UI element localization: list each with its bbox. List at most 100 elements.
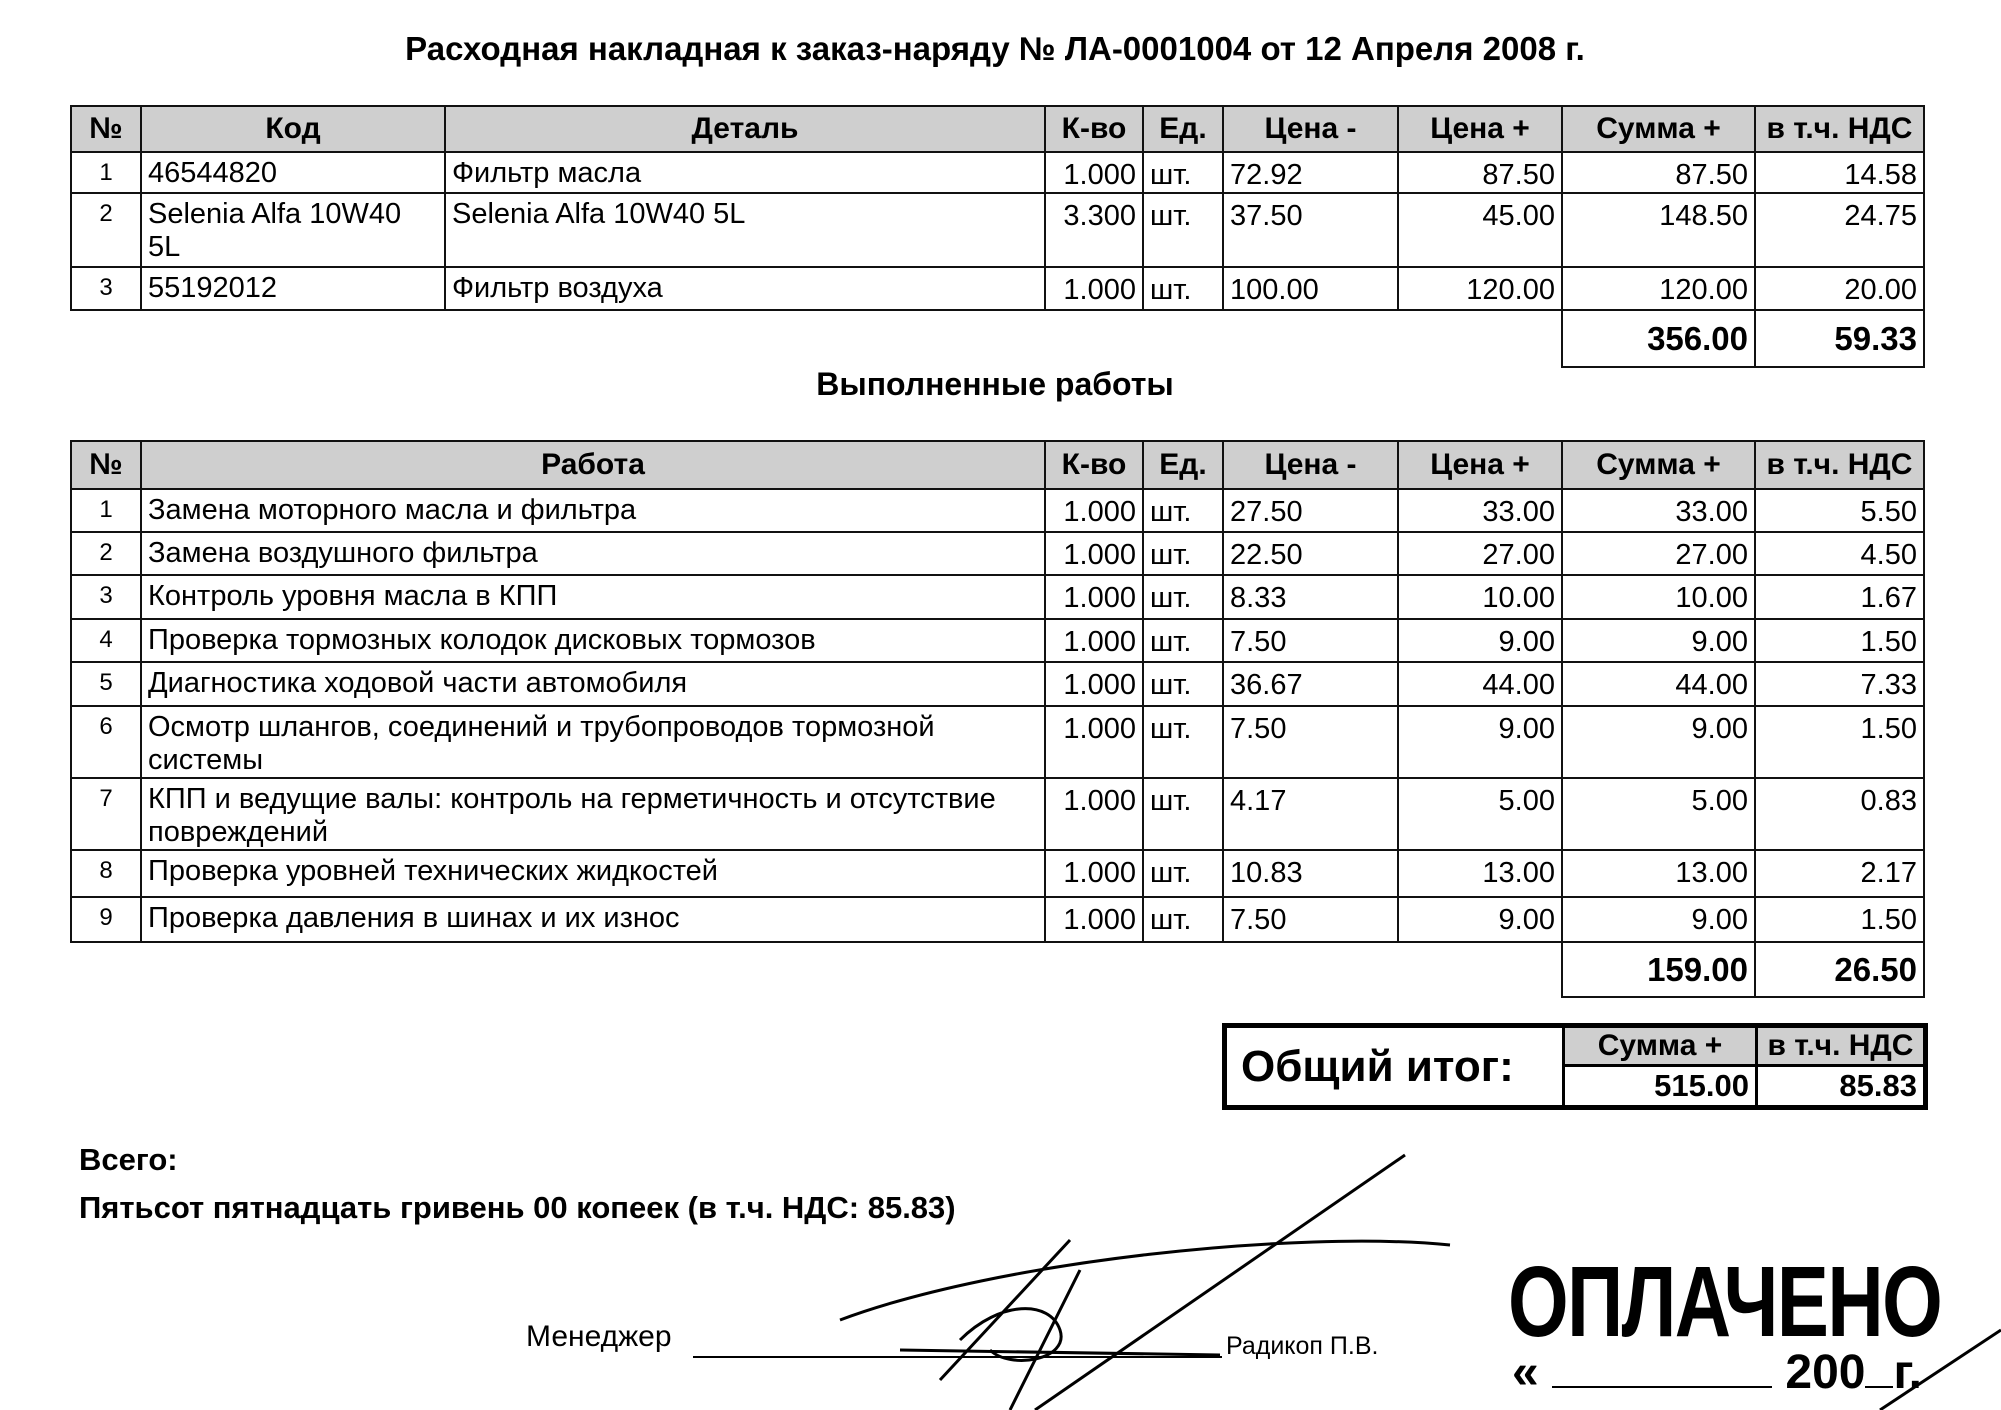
column-header: в т.ч. НДС (1754, 105, 1925, 153)
table-cell: Осмотр шлангов, соединений и трубопровод… (140, 705, 1046, 779)
manager-label: Менеджер (526, 1320, 672, 1353)
table-cell: Замена моторного масла и фильтра (140, 488, 1046, 533)
table-cell: 45.00 (1397, 192, 1563, 268)
table-cell: 1 (70, 151, 142, 194)
table-cell: 1.000 (1044, 266, 1144, 311)
column-header: Сумма + (1561, 440, 1756, 490)
table-cell: 7.50 (1222, 618, 1399, 663)
table-cell: 1.000 (1044, 618, 1144, 663)
table-cell: Проверка уровней технических жидкостей (140, 849, 1046, 898)
table-cell: 7.50 (1222, 705, 1399, 779)
table-cell: 37.50 (1222, 192, 1399, 268)
table-cell: Диагностика ходовой части автомобиля (140, 661, 1046, 707)
table-cell: 14.58 (1754, 151, 1925, 194)
table-cell: 46544820 (140, 151, 446, 194)
table-cell: 10.00 (1397, 574, 1563, 620)
stamp-date-suffix: г. (1893, 1346, 1923, 1399)
table-row: 2 Selenia Alfa 10W40 5L Selenia Alfa 10W40… (70, 192, 1925, 268)
table-cell: 9.00 (1561, 618, 1756, 663)
table-cell: Фильтр масла (444, 151, 1046, 194)
table-row: 2 Замена воздушного фильтра 1.000 шт. 22.50 2… (70, 531, 1925, 576)
table-cell: 1.50 (1754, 896, 1925, 943)
table-cell: шт. (1142, 531, 1224, 576)
table-row: 3 Контроль уровня масла в КПП 1.000 шт. 8.33… (70, 574, 1925, 620)
table-cell: 24.75 (1754, 192, 1925, 268)
column-header: Ед. (1142, 440, 1224, 490)
table-row: 1 Замена моторного масла и фильтра 1.000 шт… (70, 488, 1925, 533)
table-cell: 3.300 (1044, 192, 1144, 268)
table-cell: шт. (1142, 705, 1224, 779)
table-cell: КПП и ведущие валы: контроль на герметич… (140, 777, 1046, 851)
table-row: 3 55192012 Фильтр воздуха 1.000 шт. 100.00 120… (70, 266, 1925, 311)
table-cell: 5.50 (1754, 488, 1925, 533)
table-cell: 0.83 (1754, 777, 1925, 851)
totals-row: 356.00 59.33 (71, 309, 1925, 368)
paid-stamp: ОПЛАЧЕНО (1508, 1246, 1943, 1358)
table-cell: 5.00 (1561, 777, 1756, 851)
table-cell: 5.00 (1397, 777, 1563, 851)
table-cell: шт. (1142, 896, 1224, 943)
table-cell: 33.00 (1397, 488, 1563, 533)
table-cell: 7.33 (1754, 661, 1925, 707)
grand-total-box: Общий итог: Сумма + в т.ч. НДС 515.00 85… (1222, 1023, 1928, 1110)
column-header: № (70, 440, 142, 490)
table-cell: 1.50 (1754, 705, 1925, 779)
table-row: 7 КПП и ведущие валы: контроль на гермети… (70, 777, 1925, 851)
stamp-date: « 200 г. (1512, 1345, 1922, 1400)
grand-total-vat: 85.83 (1755, 1064, 1927, 1109)
column-header: в т.ч. НДС (1754, 440, 1925, 490)
table-cell: шт. (1142, 661, 1224, 707)
table-cell: 2 (70, 192, 142, 268)
table-cell: 22.50 (1222, 531, 1399, 576)
column-header: К-во (1044, 440, 1144, 490)
grand-total-sum: 515.00 (1562, 1064, 1758, 1109)
table-cell: 27.00 (1561, 531, 1756, 576)
table-cell: 9 (70, 896, 142, 943)
table-cell: 1.000 (1044, 151, 1144, 194)
table-cell: 4.50 (1754, 531, 1925, 576)
grand-total-label: Общий итог: (1223, 1024, 1565, 1109)
table-cell: 4.17 (1222, 777, 1399, 851)
table-cell: 1.000 (1044, 661, 1144, 707)
stamp-year-blank (1865, 1386, 1894, 1388)
manager-name: Радикоп П.В. (1226, 1332, 1379, 1360)
table-cell: 1.000 (1044, 896, 1144, 943)
total-vat: 26.50 (1754, 941, 1925, 998)
table-cell: 13.00 (1397, 849, 1563, 898)
column-header: Код (140, 105, 446, 153)
table-cell: шт. (1142, 192, 1224, 268)
column-header: Деталь (444, 105, 1046, 153)
total-sum: 159.00 (1561, 941, 1756, 998)
table-cell: шт. (1142, 618, 1224, 663)
signature-line (693, 1356, 1222, 1358)
table-cell: 9.00 (1397, 618, 1563, 663)
table-cell: 10.00 (1561, 574, 1756, 620)
table-cell: 120.00 (1561, 266, 1756, 311)
table-row: 1 46544820 Фильтр масла 1.000 шт. 72.92 87.50 8… (70, 151, 1925, 194)
summary-in-words: Пятьсот пятнадцать гривень 00 копеек (в … (79, 1190, 956, 1225)
table-cell: 8 (70, 849, 142, 898)
table-cell: шт. (1142, 574, 1224, 620)
table-cell: 20.00 (1754, 266, 1925, 311)
table-cell: 27.00 (1397, 531, 1563, 576)
table-row: 4 Проверка тормозных колодок дисковых тор… (70, 618, 1925, 663)
table-cell: Фильтр воздуха (444, 266, 1046, 311)
table-cell: 1.000 (1044, 705, 1144, 779)
column-header: Сумма + (1561, 105, 1756, 153)
table-cell: 2.17 (1754, 849, 1925, 898)
table-cell: 148.50 (1561, 192, 1756, 268)
column-header: Ед. (1142, 105, 1224, 153)
table-cell: Selenia Alfa 10W40 5L (444, 192, 1046, 268)
column-header: Цена + (1397, 440, 1563, 490)
table-cell: 13.00 (1561, 849, 1756, 898)
table-cell: 10.83 (1222, 849, 1399, 898)
column-header: Работа (140, 440, 1046, 490)
grand-total-sum-header: Сумма + (1562, 1024, 1758, 1067)
table-cell: 44.00 (1397, 661, 1563, 707)
table-cell: шт. (1142, 151, 1224, 194)
table-row: 9 Проверка давления в шинах и их износ 1.0… (70, 896, 1925, 943)
works-table: № Работа К-во Ед. Цена - Цена + Сумма + в т.ч. … (70, 440, 1925, 998)
table-cell: 9.00 (1561, 705, 1756, 779)
column-header: Цена + (1397, 105, 1563, 153)
